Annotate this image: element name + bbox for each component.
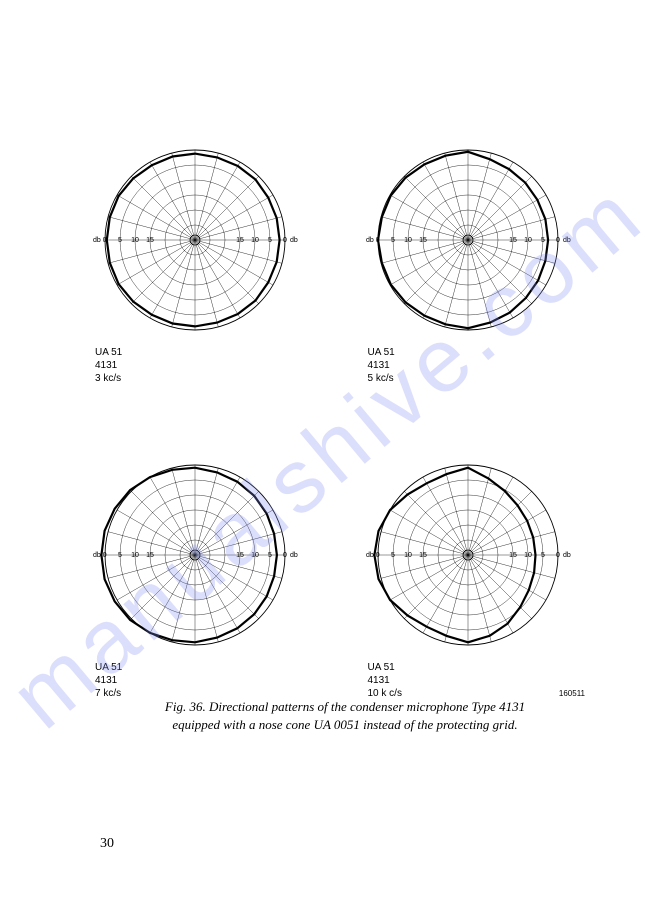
svg-text:15: 15: [146, 552, 154, 559]
figure-caption: Fig. 36. Directional patterns of the con…: [120, 698, 570, 734]
chart-freq: 3 kc/s: [95, 372, 122, 385]
svg-text:5: 5: [268, 237, 272, 244]
svg-text:5: 5: [541, 237, 545, 244]
polar-chart-2: 5 10 15 15 10 5 0 db 0 db UA 51 4131 7 kc/s: [85, 455, 323, 700]
polar-svg: 5 10 15 15 10 5 0 db 0 db: [85, 140, 305, 340]
page-number: 30: [100, 836, 114, 852]
polar-svg: 5 10 15 15 10 5 0 db 0 db: [358, 455, 578, 655]
svg-text:10: 10: [404, 237, 412, 244]
svg-text:5: 5: [118, 237, 122, 244]
chart-freq: 5 kc/s: [368, 372, 395, 385]
page: manualshive.com 51015151050db 0db UA 51 …: [0, 0, 655, 912]
svg-text:5: 5: [268, 552, 272, 559]
chart-type: 4131: [95, 674, 122, 687]
chart-type: 4131: [95, 359, 122, 372]
svg-text:15: 15: [509, 237, 517, 244]
svg-text:db: db: [563, 552, 571, 559]
chart-type: 4131: [368, 674, 402, 687]
chart-labels: UA 51 4131 3 kc/s: [95, 346, 122, 385]
svg-text:15: 15: [419, 552, 427, 559]
chart-labels: UA 51 4131 7 kc/s: [95, 661, 122, 700]
chart-model: UA 51: [95, 661, 122, 674]
svg-text:db 0: db 0: [366, 552, 380, 559]
chart-model: UA 51: [368, 346, 395, 359]
svg-text:15: 15: [146, 237, 154, 244]
svg-text:5: 5: [118, 552, 122, 559]
svg-text:db: db: [290, 237, 298, 244]
polar-chart-3: 5 10 15 15 10 5 0 db 0 db UA 51 4131 10 k c/s 16…: [358, 455, 596, 700]
chart-labels: UA 51 4131 5 kc/s: [368, 346, 395, 385]
svg-text:5: 5: [391, 552, 395, 559]
polar-svg: 5 10 15 15 10 5 0 db 0 db: [85, 455, 305, 655]
svg-text:10: 10: [524, 237, 532, 244]
svg-text:15: 15: [236, 552, 244, 559]
chart-model: UA 51: [95, 346, 122, 359]
polar-chart-0: 5 10 15 15 10 5 0 db 0 db UA 51 4131 3 kc/s: [85, 140, 323, 385]
polar-chart-grid: 51015151050db 0db UA 51 4131 3 kc/s 5101…: [85, 140, 595, 700]
chart-type: 4131: [368, 359, 395, 372]
svg-text:0: 0: [556, 237, 560, 244]
svg-text:5: 5: [391, 237, 395, 244]
polar-svg: 51015151050db 0db: [358, 140, 578, 340]
chart-labels: UA 51 4131 10 k c/s: [368, 661, 402, 700]
svg-text:0: 0: [283, 552, 287, 559]
svg-text:db: db: [290, 552, 298, 559]
svg-text:0: 0: [283, 237, 287, 244]
chart-freq: 7 kc/s: [95, 687, 122, 700]
svg-text:10: 10: [251, 552, 259, 559]
caption-line-2: equipped with a nose cone UA 0051 instea…: [172, 717, 517, 732]
svg-text:15: 15: [509, 552, 517, 559]
svg-text:db 0: db 0: [93, 552, 107, 559]
chart-model: UA 51: [368, 661, 402, 674]
svg-text:15: 15: [236, 237, 244, 244]
svg-text:10: 10: [251, 237, 259, 244]
svg-text:10: 10: [131, 237, 139, 244]
svg-text:0: 0: [556, 552, 560, 559]
polar-chart-1: 51015151050db 0db UA 51 4131 5 kc/s: [358, 140, 596, 385]
svg-text:10: 10: [131, 552, 139, 559]
figure-id: 160511: [559, 689, 585, 698]
svg-text:db 0: db 0: [93, 237, 107, 244]
caption-line-1: Fig. 36. Directional patterns of the con…: [165, 699, 525, 714]
svg-text:db: db: [563, 237, 571, 244]
svg-text:10: 10: [524, 552, 532, 559]
svg-text:5: 5: [541, 552, 545, 559]
svg-text:10: 10: [404, 552, 412, 559]
svg-text:15: 15: [419, 237, 427, 244]
